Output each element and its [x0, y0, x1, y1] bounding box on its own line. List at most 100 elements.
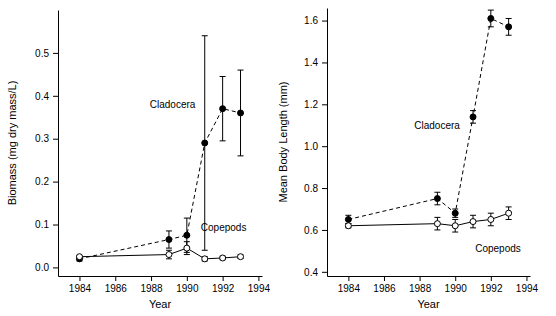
tick-mark: [53, 182, 58, 183]
tick-label: 0.3: [35, 133, 49, 144]
error-bar: [220, 77, 226, 141]
error-bar: [470, 111, 476, 124]
tick-label: 0.0: [35, 262, 49, 273]
error-bar: [506, 18, 512, 35]
data-point: [452, 210, 458, 216]
tick: 1994: [248, 276, 271, 294]
error-bar: [238, 70, 244, 156]
panel: 1984 1986 1988 1990 1992 1994 0.4 0.6 0.8 1.0 1.2 1…: [277, 9, 538, 311]
tick: 0.3: [35, 133, 58, 144]
tick: 0.8: [304, 183, 327, 194]
data-point: [488, 15, 494, 21]
plot-area: [345, 10, 511, 232]
axis-line: [328, 276, 531, 277]
tick: 1994: [516, 276, 539, 294]
data-point: [345, 216, 351, 222]
tick-mark: [526, 276, 527, 281]
tick-label: 1986: [105, 283, 128, 294]
tick-label: 1992: [480, 283, 503, 294]
tick-mark: [115, 276, 116, 281]
error-bar: [488, 10, 494, 27]
data-point: [202, 140, 208, 146]
error-bar: [452, 209, 458, 217]
data-point: [202, 256, 208, 262]
series-line: [79, 248, 240, 259]
error-bar: [184, 218, 190, 252]
y-axis: 0.00.10.20.30.40.5: [35, 11, 58, 277]
error-bar: [506, 207, 512, 220]
x-axis: 1984 1986 1988 1990 1992 1994: [59, 276, 271, 294]
tick-label: 1984: [69, 283, 92, 294]
tick-label: 1984: [338, 283, 361, 294]
tick-mark: [79, 276, 80, 281]
tick-label: 1990: [176, 283, 199, 294]
data-point: [470, 219, 476, 225]
data-point: [452, 223, 458, 229]
series-label: Cladocera: [150, 99, 196, 110]
tick: 0.5: [35, 48, 58, 59]
tick: 1992: [480, 276, 503, 294]
tick-label: 0.5: [35, 48, 49, 59]
tick-mark: [322, 272, 327, 273]
tick: 0.0: [35, 262, 58, 273]
tick-mark: [322, 21, 327, 22]
tick-mark: [187, 276, 188, 281]
tick: 1986: [373, 276, 396, 294]
data-point: [470, 114, 476, 120]
axis-line: [327, 9, 328, 277]
tick-label: 1.6: [304, 15, 318, 26]
tick: 1.4: [304, 57, 327, 68]
tick-label: 1994: [248, 283, 271, 294]
y-axis-title: Biomass (mg dry mass/L): [6, 81, 18, 206]
x-axis-title: Year: [417, 298, 440, 310]
data-point: [506, 24, 512, 30]
data-point: [506, 210, 512, 216]
tick: 1986: [105, 276, 128, 294]
tick-label: 1988: [140, 283, 163, 294]
series-line: [79, 109, 240, 259]
error-bar: [202, 257, 208, 261]
tick: 1.2: [304, 99, 327, 110]
tick-mark: [348, 276, 349, 281]
data-point: [166, 237, 172, 243]
data-point: [184, 245, 190, 251]
y-axis-title: Mean Body Length (mm): [277, 81, 289, 202]
series-line: [348, 18, 508, 219]
tick-label: 1986: [373, 283, 396, 294]
x-axis-title: Year: [149, 298, 172, 310]
tick-label: 0.2: [35, 176, 49, 187]
data-point: [220, 106, 226, 112]
tick: 1988: [140, 276, 163, 294]
data-point: [345, 223, 351, 229]
error-bar: [166, 250, 172, 259]
tick-label: 0.6: [304, 225, 318, 236]
tick-mark: [258, 276, 259, 281]
tick: 0.1: [35, 219, 58, 230]
tick-mark: [322, 188, 327, 189]
tick-mark: [223, 276, 224, 281]
tick-label: 1.0: [304, 141, 318, 152]
data-point: [434, 196, 440, 202]
series-label: Cladocera: [414, 120, 460, 131]
error-bar: [452, 219, 458, 232]
tick-label: 0.4: [304, 267, 318, 278]
tick-label: 1990: [445, 283, 468, 294]
tick: 1988: [409, 276, 432, 294]
tick: 1984: [69, 276, 92, 294]
tick-mark: [455, 276, 456, 281]
data-point: [238, 254, 244, 260]
error-bar: [166, 231, 172, 248]
data-point: [220, 255, 226, 261]
tick: 1992: [212, 276, 235, 294]
tick-label: 1.2: [304, 99, 318, 110]
error-bar: [434, 217, 440, 230]
tick-label: 1.4: [304, 57, 318, 68]
tick-mark: [322, 230, 327, 231]
tick-label: 1988: [409, 283, 432, 294]
tick-mark: [420, 276, 421, 281]
data-point: [488, 216, 494, 222]
tick-label: 0.8: [304, 183, 318, 194]
series-label: Copepods: [201, 222, 247, 233]
error-bar: [488, 213, 494, 226]
tick: 1.6: [304, 15, 327, 26]
